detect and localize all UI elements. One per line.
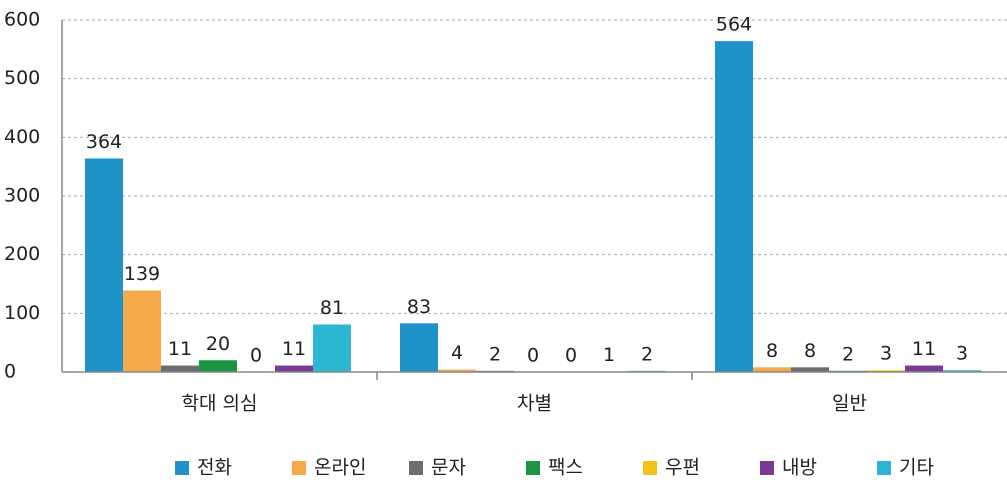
data-label: 0 [565,345,577,367]
y-tick-label: 400 [4,126,40,148]
legend-label: 기타 [899,457,934,479]
data-label: 3 [880,343,892,365]
legend-label: 온라인 [314,457,366,479]
data-label: 139 [124,263,160,285]
bar [905,365,943,372]
legend-swatch [292,461,306,475]
data-label: 0 [527,345,539,367]
legend-swatch [643,461,657,475]
legend-swatch [526,461,540,475]
legend-label: 전화 [197,457,232,479]
y-tick-label: 300 [4,185,40,207]
bar [791,367,829,372]
data-label: 83 [407,296,431,318]
y-tick-label: 0 [4,361,16,383]
bar [438,369,476,372]
data-label: 11 [282,338,306,360]
legend-label: 내방 [782,457,817,479]
x-tick-label: 차별 [517,393,552,415]
y-tick-label: 100 [4,302,40,324]
bar [867,370,905,372]
bar [313,324,351,372]
data-label: 2 [489,343,501,365]
bar [199,360,237,372]
y-tick-label: 200 [4,243,40,265]
bar [161,365,199,372]
legend-swatch [175,461,189,475]
legend-swatch [409,461,423,475]
bar [753,367,791,372]
bar [715,41,753,373]
data-label: 2 [641,343,653,365]
data-label: 20 [206,333,230,355]
data-label: 0 [250,345,262,367]
data-label: 4 [451,342,463,364]
data-label: 564 [716,14,752,36]
y-tick-label: 600 [4,9,40,31]
legend-label: 팩스 [548,457,583,479]
legend-swatch [877,461,891,475]
x-tick-label: 학대 의심 [182,393,258,415]
data-label: 1 [603,344,615,366]
x-tick-label: 일반 [832,393,867,415]
data-label: 11 [912,338,936,360]
data-label: 364 [86,131,122,153]
bar [275,365,313,372]
bar [400,323,438,372]
data-label: 8 [804,340,816,362]
legend-swatch [760,461,774,475]
y-tick-label: 500 [4,67,40,89]
bar [85,158,123,372]
bar [123,290,161,372]
data-label: 3 [956,343,968,365]
data-label: 8 [766,340,778,362]
data-label: 81 [320,297,344,319]
data-label: 11 [168,338,192,360]
legend-label: 문자 [431,457,466,479]
bar [943,370,981,372]
legend-label: 우편 [665,457,700,479]
data-label: 2 [842,343,854,365]
